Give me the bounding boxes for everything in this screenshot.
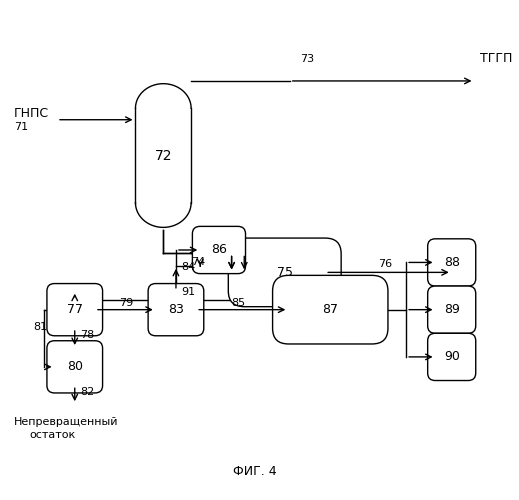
Text: ФИГ. 4: ФИГ. 4 (233, 465, 276, 478)
Text: ГНПС: ГНПС (14, 107, 49, 120)
FancyBboxPatch shape (272, 276, 388, 344)
FancyBboxPatch shape (47, 284, 103, 336)
Text: 76: 76 (378, 259, 392, 269)
Text: 90: 90 (444, 350, 460, 364)
Text: 74: 74 (191, 258, 206, 268)
Text: 73: 73 (300, 54, 314, 64)
Text: 71: 71 (14, 122, 28, 132)
FancyBboxPatch shape (228, 238, 341, 306)
Text: 75: 75 (277, 266, 293, 279)
Text: 91: 91 (181, 288, 195, 298)
Text: 83: 83 (168, 303, 184, 316)
Polygon shape (135, 108, 191, 203)
Text: 84: 84 (181, 262, 195, 272)
Text: 85: 85 (231, 298, 245, 308)
Text: ТГГП: ТГГП (480, 52, 512, 65)
Polygon shape (135, 203, 191, 228)
Text: 88: 88 (444, 256, 460, 269)
FancyBboxPatch shape (428, 286, 476, 334)
Text: 80: 80 (67, 360, 83, 374)
FancyBboxPatch shape (428, 334, 476, 380)
Text: 82: 82 (80, 386, 94, 396)
Text: 77: 77 (67, 303, 83, 316)
FancyBboxPatch shape (193, 226, 245, 274)
Text: 78: 78 (80, 330, 94, 340)
Polygon shape (135, 84, 191, 108)
FancyBboxPatch shape (47, 340, 103, 393)
Text: 81: 81 (33, 322, 47, 332)
Text: 89: 89 (444, 303, 460, 316)
Text: 72: 72 (155, 148, 172, 162)
Text: остаток: остаток (29, 430, 75, 440)
Text: 86: 86 (211, 244, 227, 256)
Text: 87: 87 (322, 303, 338, 316)
Text: 79: 79 (119, 298, 133, 308)
Text: Непревращенный: Непревращенный (14, 416, 118, 426)
FancyBboxPatch shape (148, 284, 204, 336)
FancyBboxPatch shape (428, 239, 476, 286)
